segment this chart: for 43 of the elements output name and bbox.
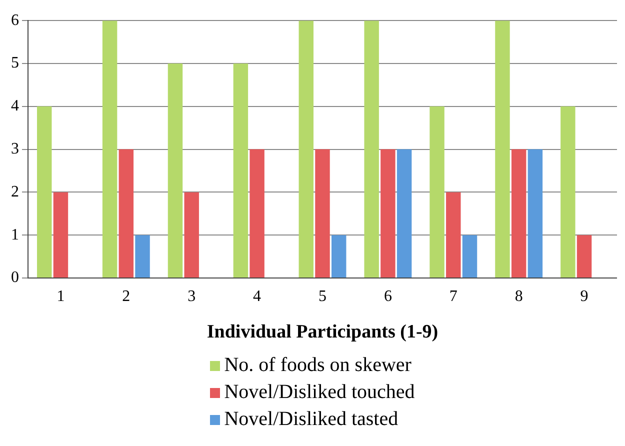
bar: [364, 20, 379, 278]
bar: [462, 235, 478, 278]
bar: [233, 64, 248, 278]
bar: [53, 192, 68, 278]
bar: [315, 149, 330, 278]
y-tick-label: 2: [11, 183, 19, 200]
bar: [118, 149, 134, 278]
x-tick-label: 4: [253, 288, 262, 305]
y-tick-label: 4: [11, 98, 19, 115]
bar: [430, 106, 444, 278]
bar: [168, 64, 183, 278]
bar: [528, 149, 543, 278]
x-axis-title: Individual Participants (1-9): [206, 322, 438, 343]
y-tick-label: 5: [11, 54, 19, 72]
bar: [511, 149, 526, 278]
y-tick-label: 3: [11, 140, 19, 158]
x-tick-label: 2: [122, 288, 130, 305]
y-tick-label: 1: [11, 226, 19, 244]
legend-label: Novel/Disliked touched: [224, 380, 415, 405]
bar: [37, 106, 52, 278]
bar: [102, 20, 118, 278]
bar: [396, 149, 412, 278]
bar: [332, 235, 346, 278]
x-tick-label: 8: [514, 288, 523, 305]
bar: [184, 192, 199, 278]
bar: [495, 20, 510, 278]
y-tick-label: 0: [11, 269, 19, 286]
legend-label: Novel/Disliked tasted: [224, 407, 398, 432]
x-tick-label: 7: [449, 288, 458, 305]
x-tick-label: 6: [384, 288, 392, 305]
bar: [446, 192, 461, 278]
x-tick-label: 9: [580, 288, 588, 305]
bar: [560, 106, 576, 278]
x-tick-label: 1: [56, 288, 65, 305]
bar: [576, 235, 592, 278]
x-tick-label: 3: [188, 288, 196, 305]
bar: [380, 149, 396, 278]
y-tick-label: 6: [11, 12, 19, 29]
bar: [298, 20, 314, 278]
bar: [250, 149, 264, 278]
x-tick-label: 5: [318, 288, 326, 305]
legend-label: No. of foods on skewer: [224, 353, 412, 378]
bar: [135, 235, 150, 278]
